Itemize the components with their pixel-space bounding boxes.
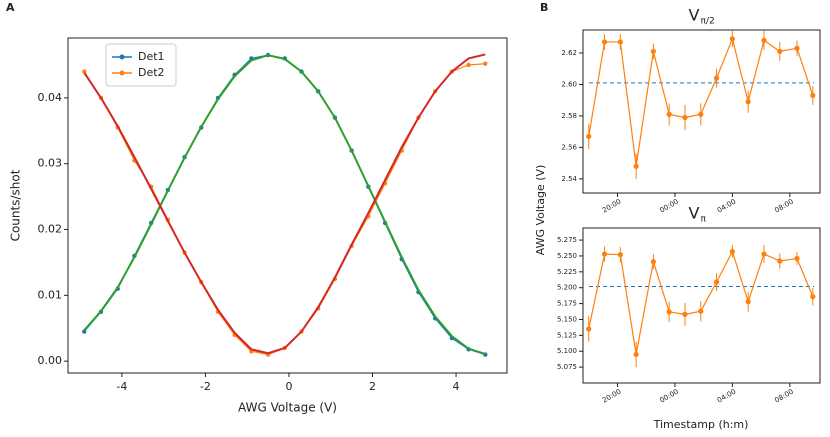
data-point [713, 279, 720, 285]
data-point [483, 61, 488, 66]
data-point [810, 294, 816, 300]
data-point [586, 326, 592, 332]
y-tick-label: 5.125 [557, 331, 577, 339]
y-tick-label: 5.275 [557, 236, 577, 244]
x-tick-label: 00:00 [658, 388, 679, 405]
series-line [588, 36, 814, 167]
data-point [666, 111, 672, 117]
data-point [617, 252, 623, 258]
chart-title-sub: π/2 [701, 17, 715, 27]
chart-title-sub: π [701, 215, 707, 225]
data-point [617, 39, 623, 45]
y-tick-label: 0.02 [38, 223, 63, 236]
x-tick-label: -4 [116, 380, 127, 393]
x-tick-label: 20:00 [601, 198, 622, 215]
data-point [698, 308, 704, 314]
legend-marker [119, 70, 125, 76]
series-line [83, 54, 486, 355]
x-tick-label: 08:00 [773, 198, 794, 215]
data-point [601, 39, 608, 45]
x-axis-label: Timestamp (h:m) [653, 418, 749, 431]
panel-label: A [6, 1, 15, 14]
x-tick-label: -2 [200, 380, 211, 393]
plot-frame [582, 29, 821, 194]
data-point [633, 163, 639, 169]
legend-label: Det1 [138, 50, 165, 63]
x-tick-label: 0 [285, 380, 292, 393]
series-line [83, 54, 486, 356]
data-point [729, 36, 735, 42]
y-tick-label: 5.250 [557, 252, 577, 260]
data-point [82, 69, 87, 74]
data-point [650, 48, 656, 54]
plot-frame [67, 37, 508, 374]
y-tick-label: 5.150 [557, 315, 577, 323]
series-line [83, 53, 486, 355]
legend-label: Det2 [138, 66, 165, 79]
legend-marker [119, 54, 125, 60]
data-point [586, 133, 592, 139]
y-tick-label: 0.01 [38, 288, 63, 301]
y-tick-label: 5.225 [557, 268, 577, 276]
x-tick-label: 20:00 [601, 388, 622, 405]
y-tick-label: 0.03 [38, 157, 63, 170]
y-tick-label: 2.58 [561, 112, 577, 120]
x-tick-label: 04:00 [716, 198, 737, 215]
data-point [745, 299, 751, 305]
data-point [666, 309, 672, 315]
y-axis-label: Counts/shot [9, 169, 23, 241]
plot-frame [582, 227, 821, 384]
y-tick-label: 0.04 [38, 91, 63, 104]
data-point [698, 111, 704, 117]
x-tick-label: 4 [453, 380, 460, 393]
chart-title: V [689, 6, 700, 25]
data-point [745, 99, 751, 105]
x-axis-label: AWG Voltage (V) [238, 401, 337, 415]
y-axis-label: AWG Voltage (V) [534, 165, 547, 256]
data-point [810, 92, 816, 99]
data-point [682, 114, 688, 121]
y-tick-label: 0.00 [38, 354, 63, 367]
x-tick-label: 00:00 [658, 198, 679, 215]
data-point [713, 75, 720, 81]
y-tick-label: 2.56 [561, 143, 577, 151]
data-point [794, 255, 800, 262]
data-point [761, 37, 767, 43]
data-point [729, 248, 735, 255]
y-tick-label: 5.075 [557, 363, 577, 371]
x-tick-label: 08:00 [773, 388, 794, 405]
y-tick-label: 5.100 [557, 347, 577, 355]
x-tick-label: 2 [369, 380, 376, 393]
y-tick-label: 2.62 [561, 49, 577, 57]
data-point [777, 48, 783, 54]
data-point [601, 251, 608, 257]
y-tick-label: 5.200 [557, 284, 577, 292]
x-tick-label: 04:00 [716, 388, 737, 405]
data-point [794, 45, 800, 51]
data-point [650, 259, 656, 265]
data-point [761, 251, 767, 257]
y-tick-label: 2.60 [561, 80, 577, 88]
chart-title: V [689, 204, 700, 223]
y-tick-label: 2.54 [561, 175, 577, 183]
data-point [633, 351, 639, 358]
y-tick-label: 5.175 [557, 300, 577, 308]
panel-label: B [540, 1, 548, 14]
data-point [466, 62, 471, 68]
data-point [682, 311, 688, 317]
legend-box [105, 43, 177, 87]
data-point [777, 258, 783, 264]
